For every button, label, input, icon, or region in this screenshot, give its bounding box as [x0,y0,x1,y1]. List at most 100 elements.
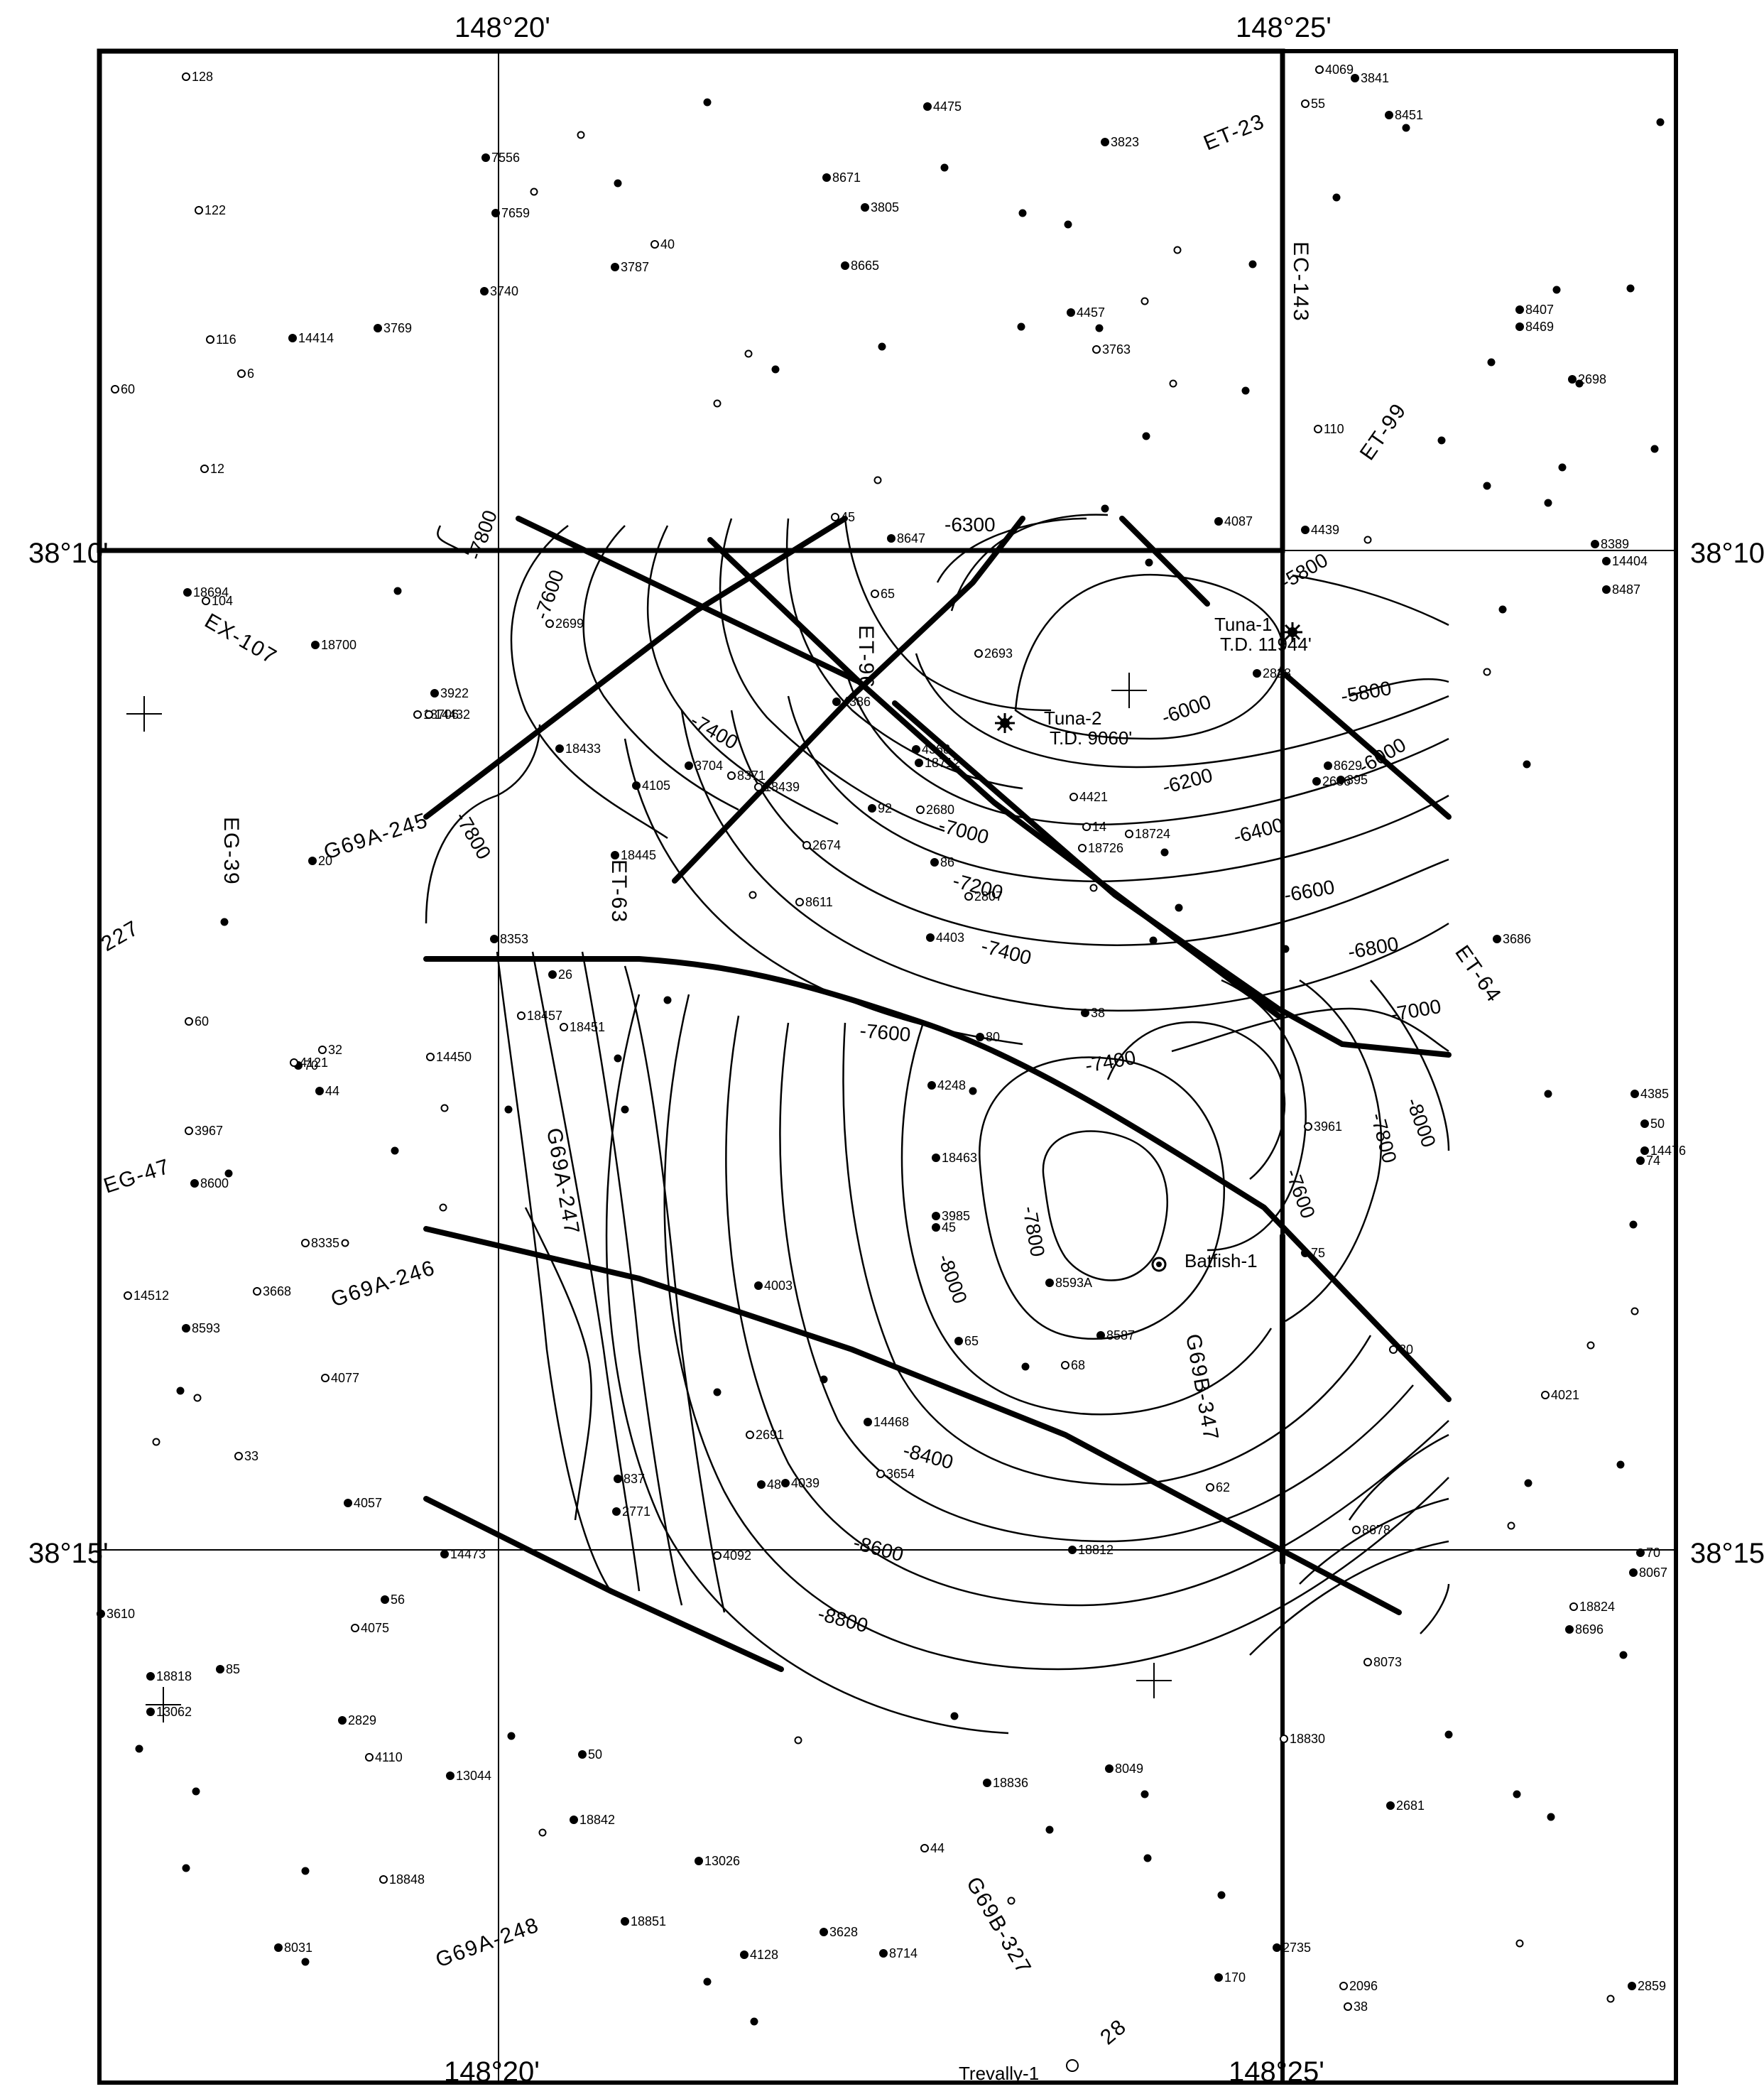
coord-top-left: 148°20' [454,12,550,43]
well-number: 7556 [491,151,520,165]
well-marker [932,1154,940,1162]
well-marker [1105,1764,1114,1773]
well-number: 18842 [579,1813,615,1827]
shot-point [750,2017,758,2026]
shot-point [135,1745,143,1753]
well-number: 8407 [1525,303,1554,317]
well-marker [621,1917,629,1926]
well-number: 2096 [1349,1979,1378,1993]
shot-point [1241,386,1250,395]
well-number: 8593A [1055,1276,1092,1290]
well-number: 2681 [1396,1798,1425,1813]
well-number: 45 [841,510,855,524]
well-number: 4248 [937,1078,966,1092]
shot-point [703,1977,712,1986]
shot-point [1544,1090,1552,1098]
shot-point [1515,1939,1524,1948]
well-number: 3654 [886,1467,915,1481]
well-number: 3610 [107,1607,135,1621]
well-marker [887,534,895,543]
well-number: 18439 [764,780,800,794]
well-marker [195,206,203,215]
well-number: 14450 [436,1050,472,1064]
shot-point [950,1712,959,1720]
shot-point [621,1105,629,1114]
shot-point [152,1438,160,1446]
shot-point [220,918,229,926]
contour-label: -6800 [1346,933,1400,963]
shot-point [182,1864,190,1872]
well-number: 2680 [926,803,954,817]
well-marker [927,1081,936,1090]
well-marker [206,335,214,344]
well-number: 6 [247,367,254,381]
contour-label: -7000 [1389,995,1443,1026]
well-number: 2807 [974,889,1003,904]
map-frame [97,48,1678,2085]
contour-label: -8000 [1402,1095,1440,1150]
well-number: 18712 [925,756,960,770]
well-number: 8611 [805,895,833,909]
well-number: 18851 [631,1914,666,1928]
shot-point [1513,1790,1521,1798]
well-marker [1629,1568,1638,1577]
well-marker [1067,308,1075,317]
well-marker [695,1857,703,1865]
well-marker [570,1816,578,1824]
contour-lines [425,514,1450,1735]
well-number: 18694 [193,585,229,599]
well-number: 170 [1224,1970,1246,1985]
shot-point [1483,482,1491,490]
well-number: 3961 [1314,1119,1342,1134]
well-symbol [1156,1261,1162,1267]
well-number: 18445 [621,848,656,862]
well-marker [879,1949,888,1958]
shot-point [1547,1813,1555,1821]
well-marker [301,1239,310,1247]
seismic-line-label: ET-96 [854,625,878,689]
shot-point [713,399,722,408]
well-number: 8353 [500,932,528,946]
contour-label: -7000 [936,814,991,848]
well-marker [344,1499,352,1507]
well-marker [491,209,500,217]
well-number: 3686 [1503,932,1531,946]
well-number: 60 [121,382,135,396]
well-marker [1386,1801,1395,1810]
shot-point [1616,1460,1625,1469]
well-number: 44 [930,1841,944,1855]
coord-right-upper: 38°10' [1690,538,1764,569]
well-marker [413,710,422,719]
well-number: 4021 [1551,1388,1579,1402]
well-marker [802,841,811,850]
well-number: 2771 [622,1504,650,1519]
shot-point [224,1169,233,1178]
contour-label: -6400 [1231,813,1286,847]
well-number: 8469 [1525,320,1554,334]
contour-label: -7800 [1018,1205,1049,1259]
well-marker [190,1179,199,1188]
well-marker [1324,761,1332,770]
well-number: 14432 [435,707,470,722]
well-number: 2735 [1283,1941,1311,1955]
well-number: 62 [1216,1480,1230,1494]
contour-label: -8800 [815,1602,870,1637]
well-number: 4039 [791,1476,820,1490]
well-number: 8587 [1106,1328,1135,1342]
seismic-line-label: ET-99 [1356,398,1412,465]
well-number: 8714 [889,1946,918,1960]
well-marker [1339,1982,1348,1990]
well-marker [425,710,433,719]
well-marker [876,1470,885,1478]
well-marker [1515,322,1524,331]
well-marker [727,771,736,780]
well-marker [1078,844,1087,852]
well-marker [1336,776,1345,784]
well-number: 2829 [348,1713,376,1727]
well-number: 4403 [936,930,964,945]
well-number: 8031 [284,1941,312,1955]
well-number: 14473 [450,1547,486,1561]
well-marker [795,898,804,906]
shot-point [1552,286,1561,294]
